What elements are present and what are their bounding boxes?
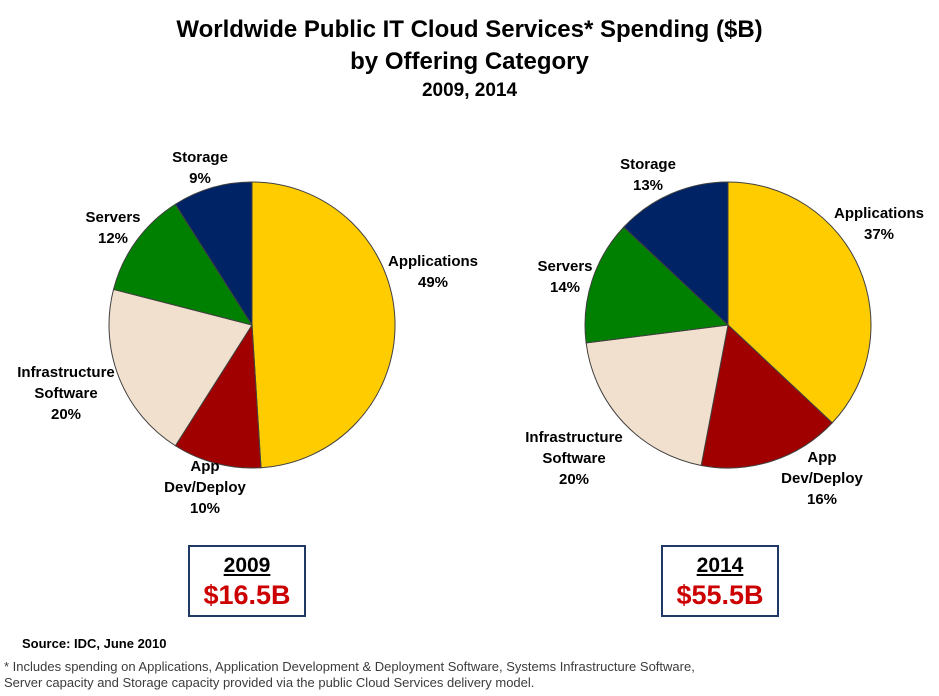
footnote-text: * Includes spending on Applications, App… bbox=[4, 659, 695, 691]
label-value: 20% bbox=[558, 471, 590, 488]
label-2009-infrastructure-software: Infrastructure Software 20% bbox=[0, 362, 132, 425]
label-category: Storage bbox=[172, 149, 228, 166]
label-2009-storage: Storage 9% bbox=[155, 147, 245, 189]
total-amount-2014: $55.5B bbox=[676, 580, 764, 610]
label-2009-servers: Servers 12% bbox=[68, 207, 158, 249]
label-category: App Dev/Deploy bbox=[164, 458, 246, 496]
label-2014-applications: Applications 37% bbox=[823, 203, 935, 245]
pie-chart-2014 bbox=[584, 181, 872, 469]
pie-slice-2009-applications bbox=[251, 181, 396, 469]
label-category: Servers bbox=[85, 209, 141, 226]
label-category: Infrastructure Software bbox=[525, 429, 623, 467]
year-label-2009: 2009 bbox=[223, 554, 271, 577]
label-2014-servers: Servers 14% bbox=[520, 256, 610, 298]
pie-slice-2014-servers bbox=[584, 226, 730, 344]
source-text: Source: IDC, June 2010 bbox=[22, 636, 167, 651]
label-category: Applications bbox=[387, 253, 478, 270]
pie-slice-2014-applications bbox=[727, 181, 872, 424]
pie-slice-2009-infrastructure-software bbox=[108, 288, 253, 447]
title-years: 2009, 2014 bbox=[421, 80, 518, 101]
label-category: Infrastructure Software bbox=[17, 364, 115, 402]
pie-slice-2009-servers bbox=[112, 203, 254, 326]
label-value: 13% bbox=[632, 177, 664, 194]
label-value: 9% bbox=[189, 170, 211, 187]
pie-slice-2009-app-dev-deploy bbox=[174, 323, 262, 469]
label-value: 37% bbox=[863, 226, 895, 243]
pie-slice-2014-storage bbox=[623, 181, 729, 327]
label-2014-storage: Storage 13% bbox=[603, 154, 693, 196]
label-value: 10% bbox=[189, 500, 221, 517]
title-line-2: by Offering Category bbox=[350, 48, 589, 75]
pie-slice-2014-infrastructure-software bbox=[585, 324, 729, 467]
label-2014-infrastructure-software: Infrastructure Software 20% bbox=[508, 427, 640, 490]
label-category: Servers bbox=[537, 258, 593, 275]
label-value: 14% bbox=[549, 279, 581, 296]
label-2014-app-dev-deploy: App Dev/Deploy 16% bbox=[767, 447, 877, 510]
label-value: 49% bbox=[417, 274, 449, 291]
label-value: 12% bbox=[97, 230, 129, 247]
label-category: App Dev/Deploy bbox=[781, 449, 863, 487]
total-box-2009: 2009 $16.5B bbox=[188, 545, 306, 617]
label-category: Storage bbox=[620, 156, 676, 173]
label-2009-app-dev-deploy: App Dev/Deploy 10% bbox=[150, 456, 260, 519]
footnote-line-1: * Includes spending on Applications, App… bbox=[4, 659, 695, 674]
total-amount-2009: $16.5B bbox=[203, 580, 291, 610]
total-box-2014: 2014 $55.5B bbox=[661, 545, 779, 617]
label-value: 16% bbox=[806, 491, 838, 508]
pie-slice-2014-app-dev-deploy bbox=[700, 324, 833, 469]
footnote-line-2: Server capacity and Storage capacity pro… bbox=[4, 675, 535, 690]
title-line-1: Worldwide Public IT Cloud Services* Spen… bbox=[176, 16, 763, 43]
chart-title: Worldwide Public IT Cloud Services* Spen… bbox=[0, 14, 939, 104]
label-2009-applications: Applications 49% bbox=[377, 251, 489, 293]
pie-slice-2009-storage bbox=[174, 181, 253, 327]
label-category: Applications bbox=[833, 205, 924, 222]
pie-chart-2009 bbox=[108, 181, 396, 469]
label-value: 20% bbox=[50, 406, 82, 423]
year-label-2014: 2014 bbox=[696, 554, 744, 577]
